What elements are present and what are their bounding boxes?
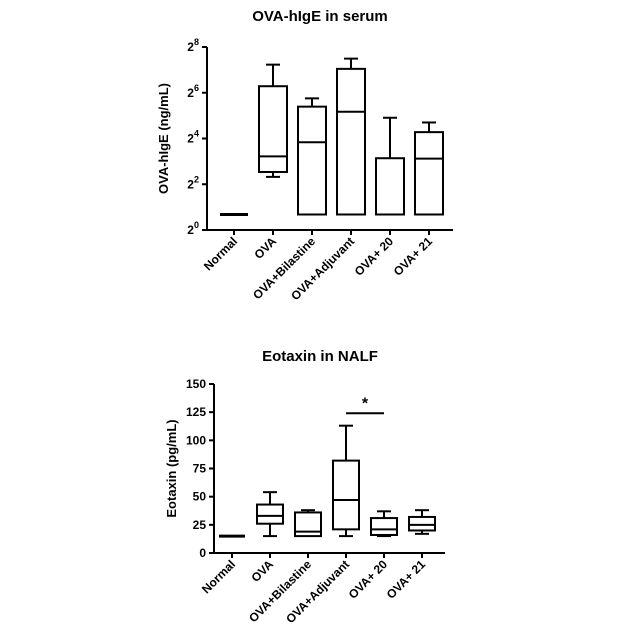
y-tick-label: 22 <box>187 174 199 191</box>
box-group <box>409 510 435 534</box>
box-group <box>295 510 321 536</box>
y-tick-label: 50 <box>193 490 207 504</box>
box-group <box>333 426 359 536</box>
box-iqr <box>257 505 283 524</box>
box-iqr <box>376 158 404 214</box>
box-group <box>337 59 365 215</box>
y-axis-label: Eotaxin (pg/mL) <box>164 419 179 517</box>
y-tick-label: 28 <box>187 37 199 54</box>
box-iqr <box>415 132 443 214</box>
box-group <box>371 511 397 536</box>
y-tick-label: 100 <box>186 433 206 447</box>
boxplot-serum: 2022242628OVA-hIgE (ng/mL)NormalOVAOVA+B… <box>0 0 640 300</box>
box-iqr <box>333 461 359 530</box>
x-tick-label: Normal <box>201 234 240 273</box>
box-group <box>257 492 283 536</box>
x-tick-label: OVA <box>248 557 276 585</box>
x-tick-label: Normal <box>199 557 238 596</box>
x-tick-label: OVA <box>251 234 279 262</box>
chart-panel-serum: OVA-hIgE in serum 2022242628OVA-hIgE (ng… <box>0 0 640 300</box>
x-tick-label: OVA+ 21 <box>384 557 429 602</box>
x-tick-label: OVA+ 21 <box>391 234 436 279</box>
y-tick-label: 24 <box>187 129 199 146</box>
box-iqr <box>371 518 397 535</box>
y-tick-label: 26 <box>187 83 199 100</box>
y-tick-label: 150 <box>186 377 206 391</box>
y-tick-label: 0 <box>199 546 206 560</box>
chart-panel-nalf: Eotaxin in NALF 0255075100125150Eotaxin … <box>0 330 640 640</box>
box-iqr <box>259 86 287 172</box>
y-tick-label: 25 <box>193 518 207 532</box>
y-tick-label: 75 <box>193 462 207 476</box>
box-group <box>376 118 404 215</box>
box-group <box>298 98 326 214</box>
x-tick-label: OVA+ 20 <box>346 557 391 602</box>
y-tick-label: 125 <box>186 405 206 419</box>
box-iqr <box>337 69 365 215</box>
box-iqr <box>298 107 326 215</box>
y-tick-label: 20 <box>187 220 199 237</box>
significance-star: * <box>362 395 369 412</box>
box-group <box>415 122 443 214</box>
box-iqr <box>409 517 435 531</box>
y-axis-label: OVA-hIgE (ng/mL) <box>156 83 171 194</box>
x-tick-label: OVA+ 20 <box>352 234 397 279</box>
box-group <box>259 65 287 177</box>
boxplot-nalf: 0 25 50 75 100 125 150 Eotaxin (pg/mL) Normal OVA… <box>0 330 640 640</box>
